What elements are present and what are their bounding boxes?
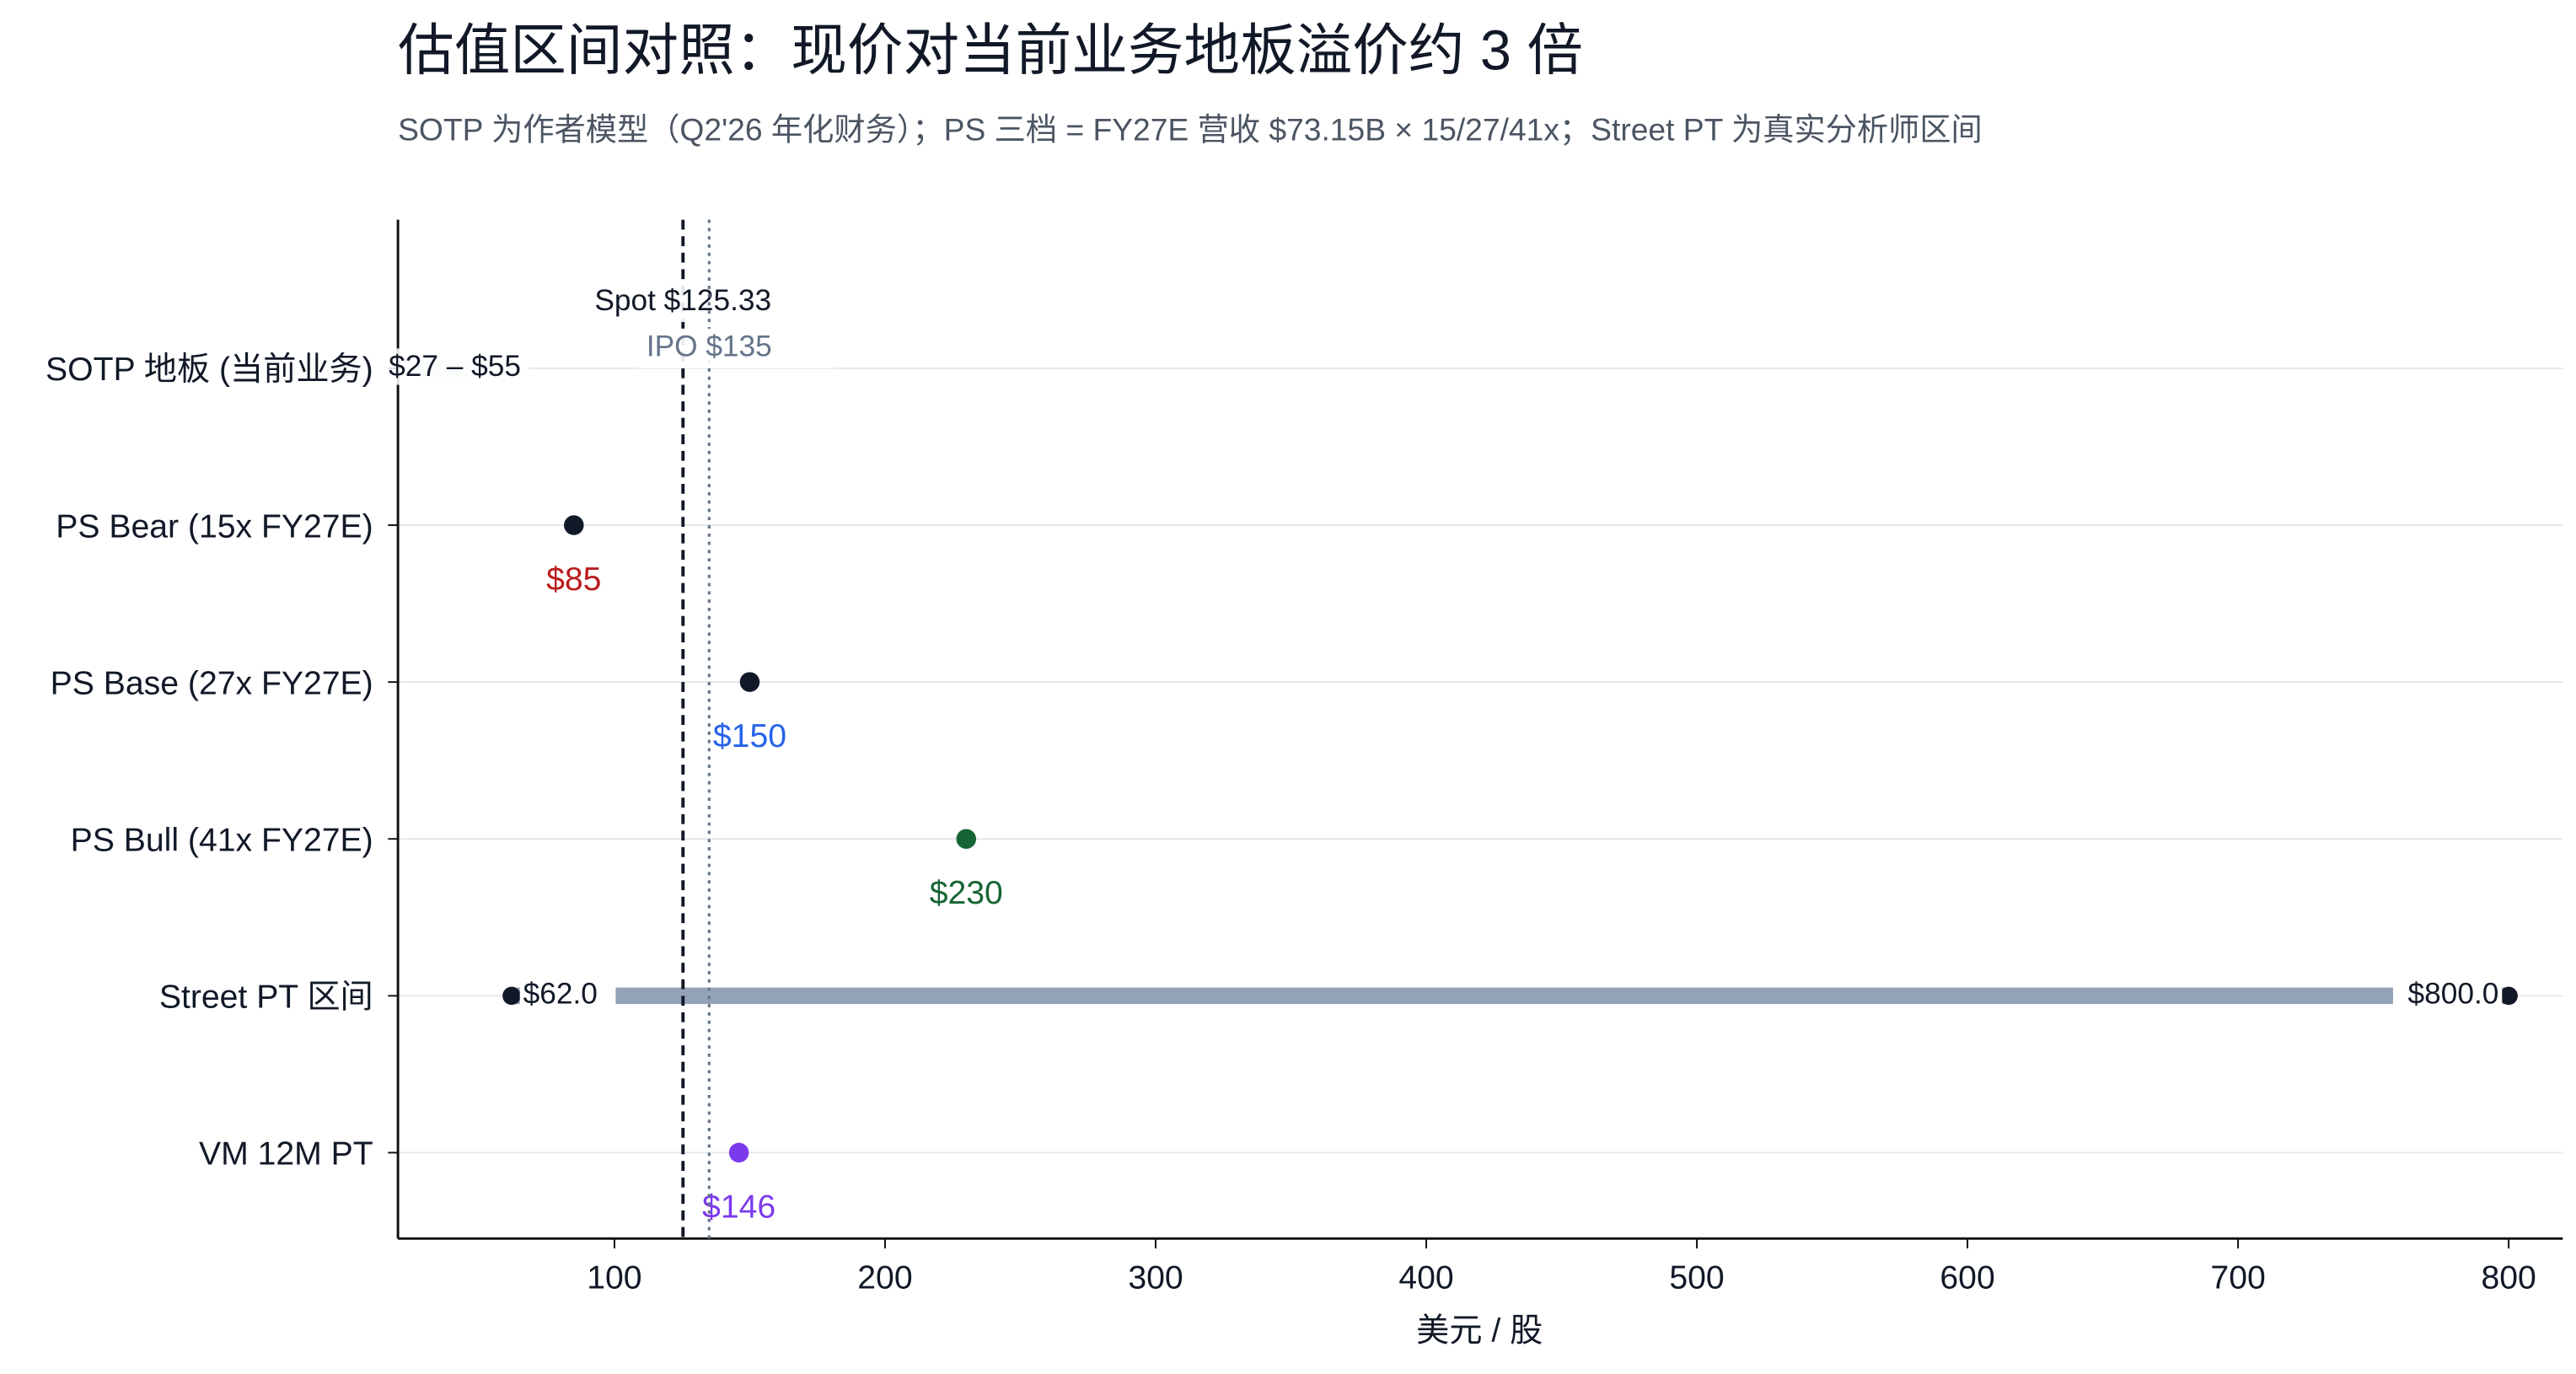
value-label: $150	[713, 718, 786, 754]
x-tick-label: 500	[1669, 1260, 1724, 1296]
range-end	[502, 986, 521, 1006]
x-tick-label: 100	[587, 1260, 641, 1296]
point	[739, 672, 760, 692]
label-box	[380, 348, 529, 385]
x-tick-label: 800	[2481, 1260, 2536, 1296]
value-label: $230	[930, 875, 1003, 911]
x-axis-label: 美元 / 股	[1416, 1312, 1543, 1349]
x-tick-label: 300	[1128, 1260, 1183, 1296]
label-box	[583, 282, 782, 323]
label-box	[2392, 975, 2503, 1016]
category-label: SOTP 地板 (当前业务)	[46, 352, 373, 388]
category-label: PS Base (27x FY27E)	[51, 665, 373, 701]
x-tick-label: 200	[857, 1260, 912, 1296]
point	[564, 515, 584, 535]
category-label: Street PT 区间	[159, 980, 373, 1016]
x-tick-label: 400	[1398, 1260, 1453, 1296]
x-tick-label: 600	[1940, 1260, 1994, 1296]
label-box	[519, 975, 616, 1016]
range-low-label: $62.0	[523, 978, 598, 1011]
range-end	[2499, 986, 2518, 1006]
reference-label: IPO $135	[647, 330, 772, 363]
range-bar	[511, 987, 2509, 1005]
value-label: $146	[702, 1189, 775, 1225]
range-high-label: $800.0	[2408, 978, 2499, 1011]
x-tick-label: 700	[2210, 1260, 2265, 1296]
reference-label: Spot $125.33	[594, 284, 771, 317]
chart-subtitle: SOTP 为作者模型（Q2'26 年化财务）；PS 三档 = FY27E 营收 …	[398, 112, 1983, 148]
point	[728, 1142, 749, 1163]
value-label: $85	[546, 561, 601, 598]
category-label: PS Bear (15x FY27E)	[56, 508, 373, 545]
chart-title: 估值区间对照：现价对当前业务地板溢价约 3 倍	[398, 19, 1583, 82]
point	[956, 829, 977, 849]
range-label: $27 – $55	[389, 350, 521, 383]
category-label: PS Bull (41x FY27E)	[71, 822, 373, 858]
category-label: VM 12M PT	[199, 1136, 373, 1173]
label-box	[636, 328, 835, 368]
